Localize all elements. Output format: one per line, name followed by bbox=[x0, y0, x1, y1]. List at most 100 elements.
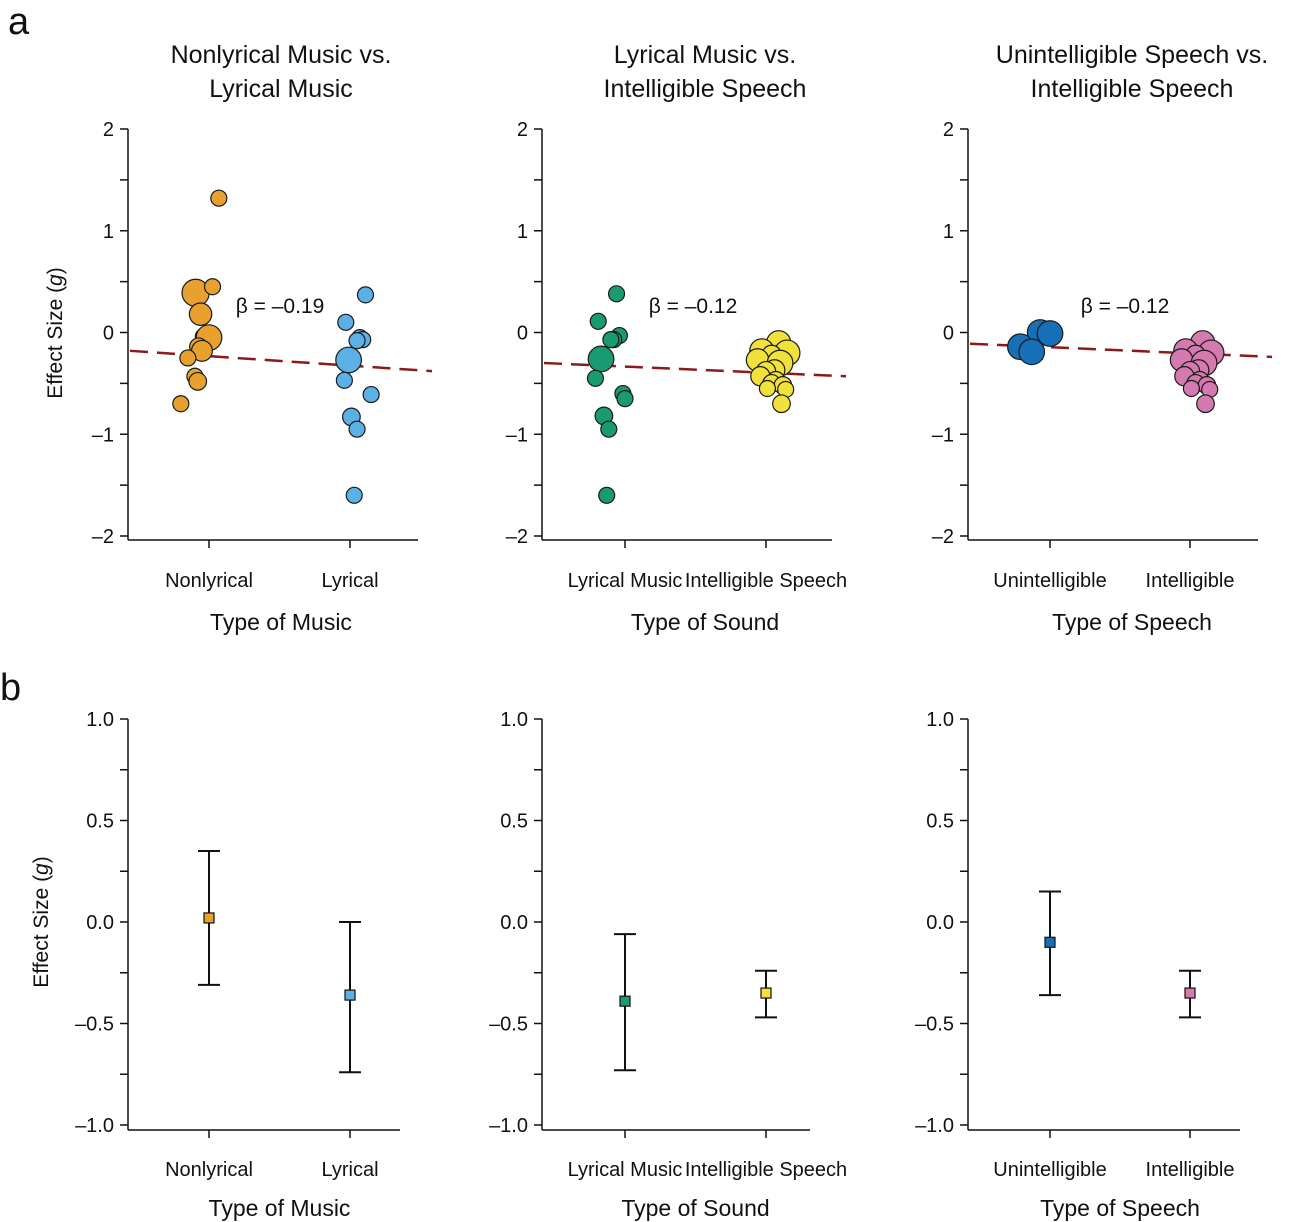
x-tick-label: Lyrical Music bbox=[568, 1159, 683, 1181]
x-tick-label: Nonlyrical bbox=[165, 1159, 253, 1181]
data-point bbox=[335, 371, 353, 389]
panel-letter-a: a bbox=[8, 1, 30, 43]
chart-4: 1.0 0.5 0.0 –0.5 –1.0 Lyrical Music Intelligib… bbox=[489, 709, 847, 1221]
mean-marker bbox=[619, 995, 631, 1007]
chart-title-line: Intelligible Speech bbox=[1031, 75, 1234, 103]
y-tick-label: 0.5 bbox=[500, 811, 528, 833]
error-bar bbox=[198, 849, 220, 986]
x-tick-label: Unintelligible bbox=[993, 1159, 1106, 1181]
data-point bbox=[758, 379, 777, 398]
x-tick-label: Intelligible Speech bbox=[685, 570, 847, 592]
y-tick-label: –1 bbox=[932, 424, 954, 446]
mean-marker bbox=[344, 989, 356, 1001]
data-point bbox=[616, 390, 634, 408]
data-point bbox=[602, 331, 620, 349]
x-axis-title: Type of Speech bbox=[1052, 609, 1212, 635]
x-axis-title: Type of Sound bbox=[621, 1195, 769, 1221]
y-tick-label: 0.0 bbox=[926, 912, 954, 934]
y-tick-label: 0 bbox=[517, 323, 528, 345]
data-point bbox=[598, 486, 616, 504]
panel-letter-b: b bbox=[0, 667, 21, 709]
error-bar bbox=[614, 933, 636, 1072]
chart-title-line: Nonlyrical Music vs. bbox=[171, 41, 392, 69]
data-point bbox=[587, 345, 615, 373]
y-tick-label: –2 bbox=[932, 526, 954, 548]
y-tick-label: –1.0 bbox=[75, 1115, 114, 1137]
x-tick-label: Intelligible bbox=[1146, 1159, 1235, 1181]
x-tick-label: Nonlyrical bbox=[165, 570, 253, 592]
x-tick-label: Lyrical bbox=[321, 570, 378, 592]
y-tick-label: –0.5 bbox=[489, 1014, 528, 1036]
regression-line bbox=[543, 361, 847, 378]
x-axis-title: Type of Music bbox=[210, 609, 352, 635]
charts-container: Nonlyrical Music vs. Lyrical Music –2 –1 0 1 2… bbox=[30, 41, 1273, 1221]
error-bar bbox=[339, 921, 361, 1074]
data-point bbox=[589, 312, 607, 330]
y-tick-label: 2 bbox=[517, 119, 528, 141]
data-point bbox=[1018, 338, 1046, 366]
data-point bbox=[345, 486, 363, 504]
y-tick-label: 2 bbox=[943, 119, 954, 141]
x-tick-label: Unintelligible bbox=[993, 570, 1106, 592]
data-point bbox=[188, 302, 213, 326]
y-tick-label: –1 bbox=[506, 424, 528, 446]
data-point bbox=[188, 371, 208, 391]
x-tick-label: Lyrical bbox=[321, 1159, 378, 1181]
chart-3: 1.0 0.5 0.0 –0.5 –1.0 Nonlyrical Lyrical Type o… bbox=[30, 709, 400, 1221]
chart-2: Unintelligible Speech vs. Intelligible Sp… bbox=[932, 41, 1273, 635]
chart-title-line: Unintelligible Speech vs. bbox=[996, 41, 1268, 69]
beta-annotation: β = –0.19 bbox=[236, 295, 325, 318]
x-axis-title: Type of Sound bbox=[631, 609, 779, 635]
data-point bbox=[607, 285, 626, 303]
x-tick-label: Lyrical Music bbox=[568, 570, 683, 592]
beta-annotation: β = –0.12 bbox=[1081, 295, 1170, 318]
y-tick-label: –2 bbox=[92, 526, 114, 548]
y-tick-label: 1.0 bbox=[86, 709, 114, 731]
mean-marker bbox=[1184, 987, 1196, 999]
y-tick-label: –0.5 bbox=[75, 1014, 114, 1036]
error-bar bbox=[1039, 890, 1061, 997]
data-point bbox=[356, 286, 375, 304]
y-axis-title: Effect Size (g) bbox=[30, 856, 53, 988]
y-tick-label: 1.0 bbox=[500, 709, 528, 731]
data-point bbox=[348, 420, 366, 438]
data-point bbox=[203, 278, 222, 296]
x-axis-title: Type of Speech bbox=[1040, 1195, 1200, 1221]
data-point bbox=[586, 369, 605, 387]
chart-title-line: Lyrical Music bbox=[209, 75, 353, 103]
y-tick-label: 1 bbox=[943, 221, 954, 243]
chart-1: Lyrical Music vs. Intelligible Speech –2 –1… bbox=[506, 41, 847, 635]
y-tick-label: –1.0 bbox=[489, 1115, 528, 1137]
y-tick-label: 1 bbox=[517, 221, 528, 243]
chart-0: Nonlyrical Music vs. Lyrical Music –2 –1 0 1 2… bbox=[44, 41, 433, 635]
y-tick-label: 1.0 bbox=[926, 709, 954, 731]
y-tick-label: 0.0 bbox=[86, 912, 114, 934]
data-point bbox=[172, 395, 190, 413]
mean-marker bbox=[1044, 936, 1056, 948]
y-tick-label: 2 bbox=[103, 119, 114, 141]
mean-marker bbox=[760, 987, 772, 999]
y-tick-label: –2 bbox=[506, 526, 528, 548]
y-tick-label: 0.5 bbox=[926, 811, 954, 833]
error-bar bbox=[755, 969, 777, 1019]
chart-title-line: Intelligible Speech bbox=[604, 75, 807, 103]
data-point bbox=[210, 189, 228, 207]
y-tick-label: 1 bbox=[103, 221, 114, 243]
x-tick-label: Intelligible bbox=[1146, 570, 1235, 592]
y-tick-label: 0.5 bbox=[86, 811, 114, 833]
y-tick-label: –0.5 bbox=[915, 1014, 954, 1036]
y-tick-label: 0 bbox=[103, 323, 114, 345]
data-point bbox=[348, 332, 366, 350]
data-point bbox=[362, 385, 380, 404]
mean-marker bbox=[203, 912, 215, 924]
y-axis-title: Effect Size (g) bbox=[44, 267, 67, 399]
data-point bbox=[600, 420, 618, 438]
y-tick-label: 0 bbox=[943, 323, 954, 345]
data-point bbox=[772, 394, 791, 414]
data-point bbox=[1196, 394, 1215, 414]
regression-line bbox=[129, 349, 433, 373]
x-axis-title: Type of Music bbox=[209, 1195, 351, 1221]
data-point bbox=[337, 313, 355, 331]
x-tick-label: Intelligible Speech bbox=[685, 1159, 847, 1181]
